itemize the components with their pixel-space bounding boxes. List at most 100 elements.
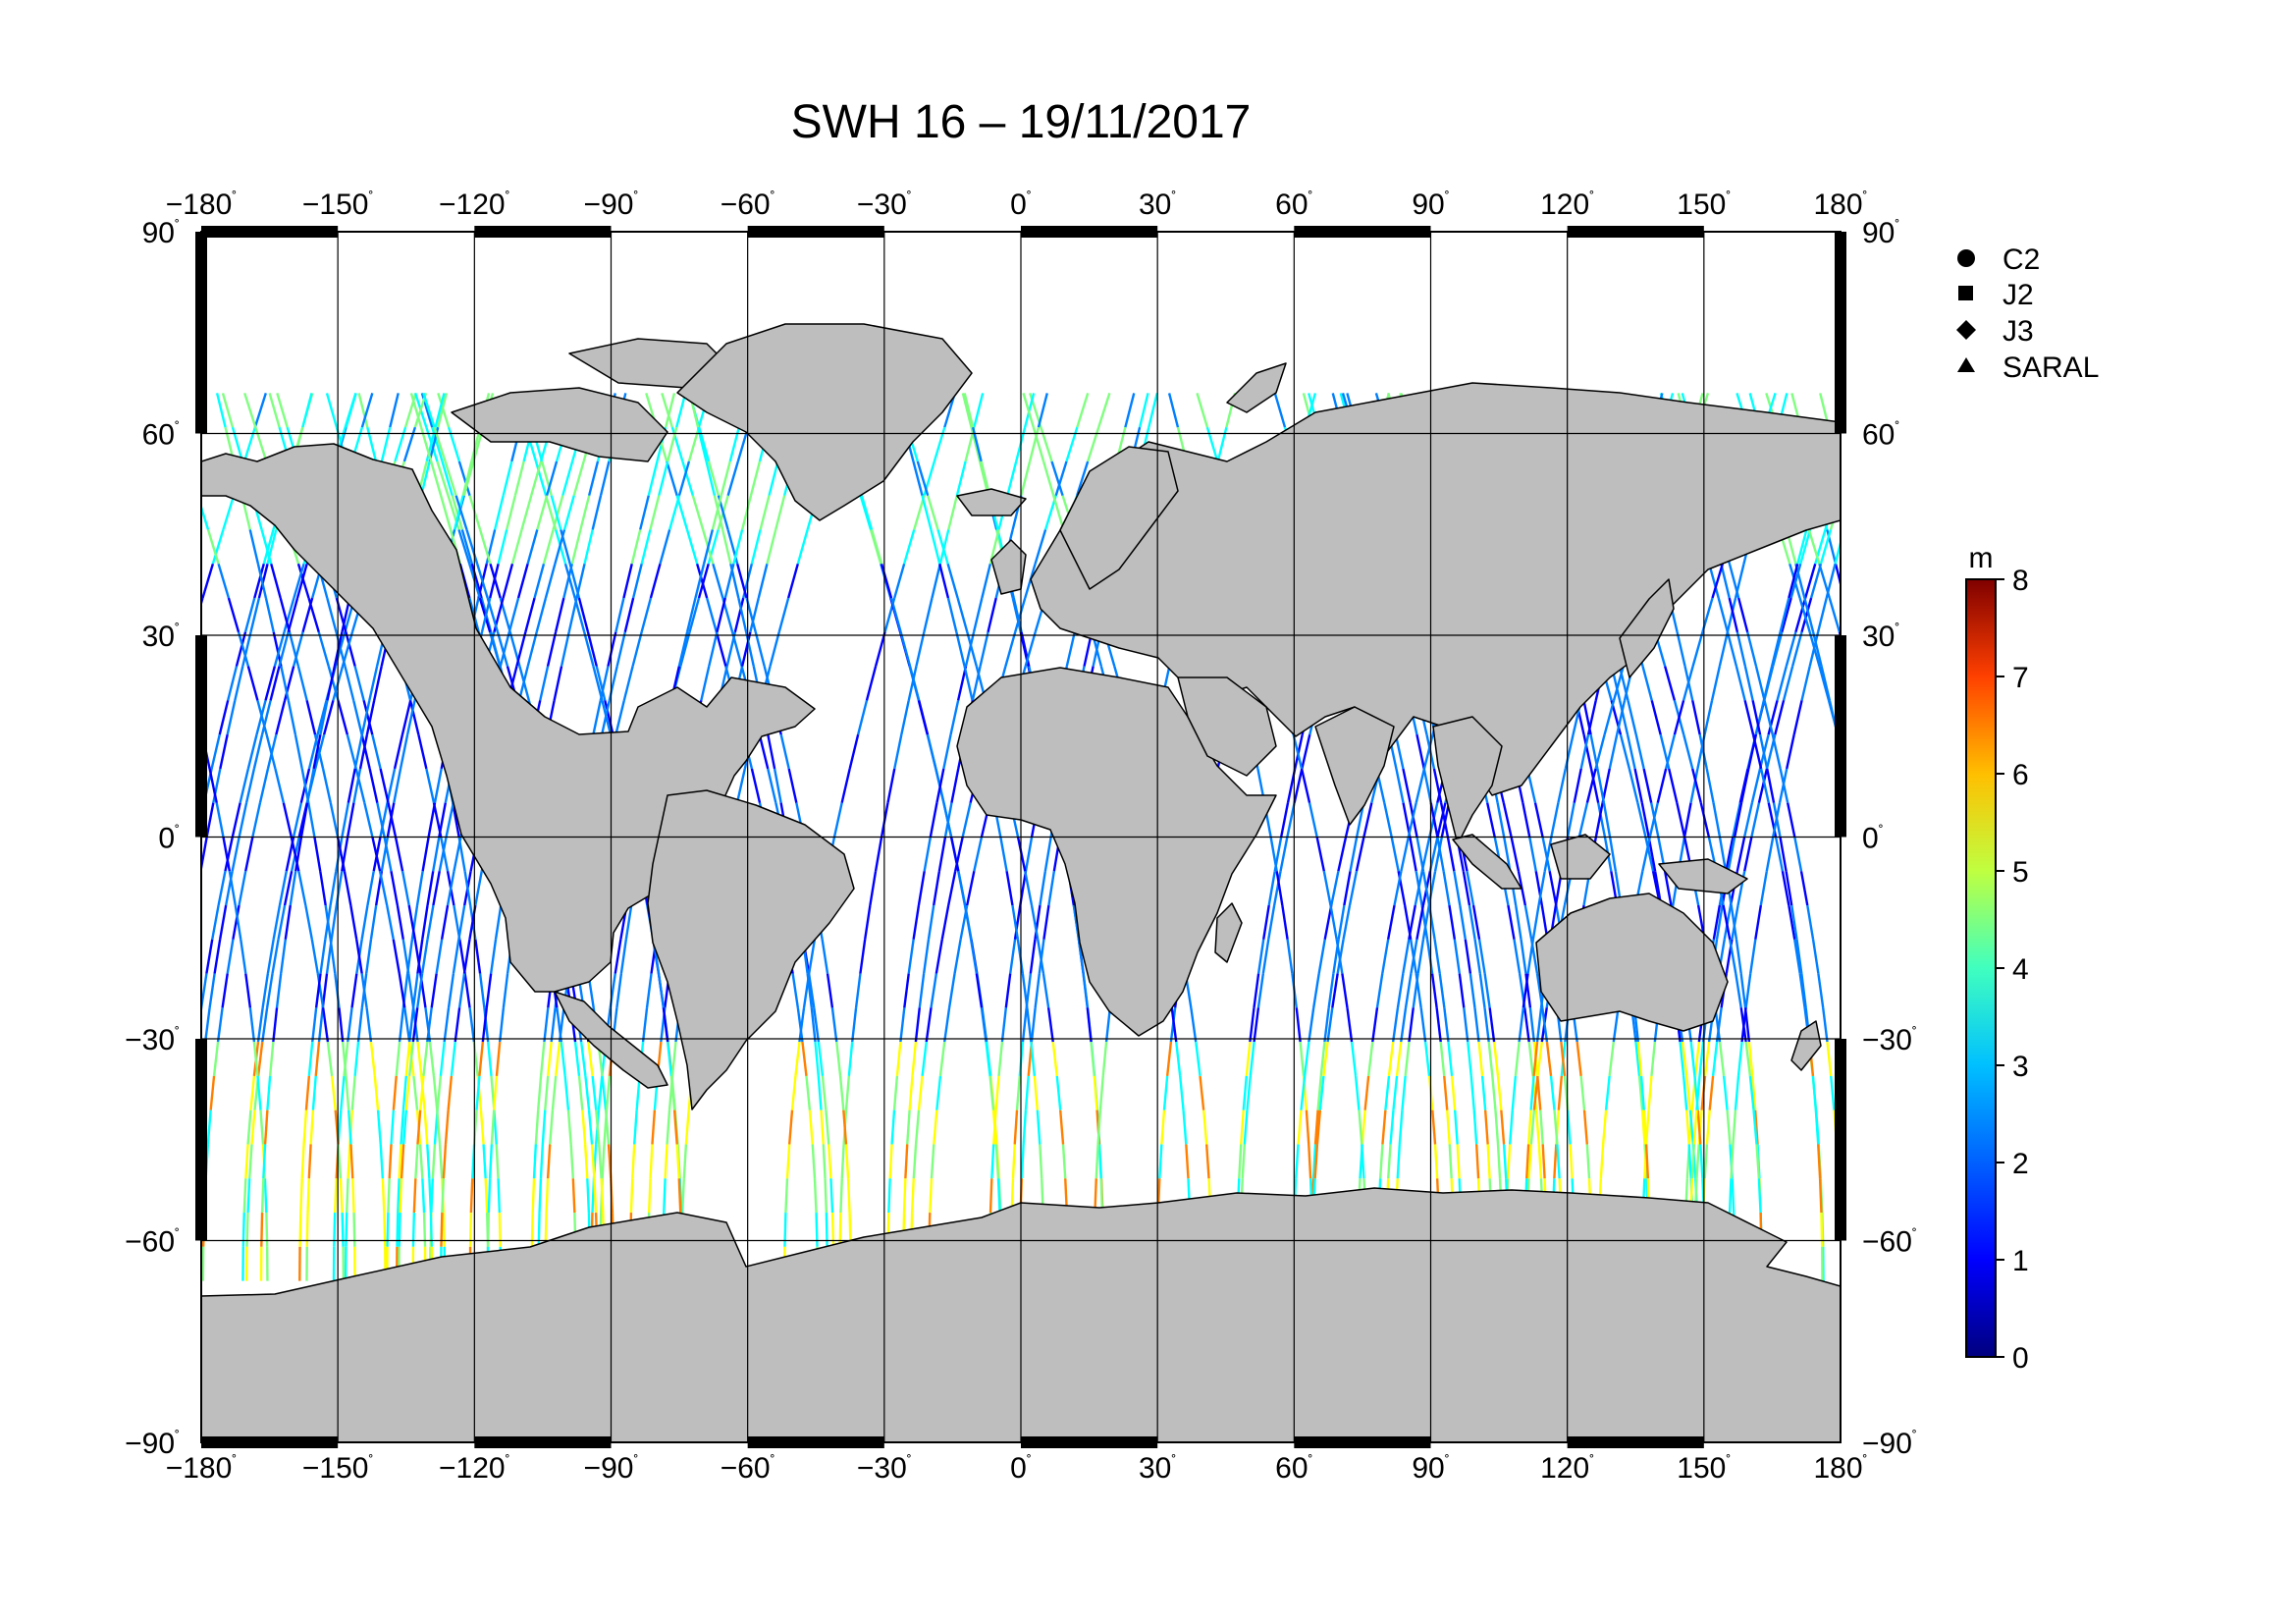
track-segment bbox=[400, 700, 412, 735]
track-segment bbox=[1923, 393, 1933, 427]
track-segment bbox=[66, 700, 73, 734]
track-segment bbox=[922, 939, 931, 974]
track-segment bbox=[99, 667, 109, 701]
track-segment bbox=[546, 1144, 552, 1179]
land-canadian-arctic bbox=[451, 387, 668, 462]
track-segment bbox=[622, 666, 634, 701]
track-segment bbox=[1429, 802, 1439, 838]
track-segment bbox=[1532, 1075, 1539, 1110]
track-segment bbox=[846, 1178, 851, 1214]
track-segment bbox=[640, 529, 652, 565]
track-segment bbox=[244, 768, 256, 803]
track-segment bbox=[0, 769, 5, 803]
track-segment bbox=[2024, 905, 2031, 940]
track-segment bbox=[1819, 529, 1833, 565]
track-segment bbox=[386, 768, 397, 803]
track-segment bbox=[931, 564, 941, 599]
track-segment bbox=[533, 563, 546, 599]
track-segment bbox=[614, 939, 622, 974]
track-segment bbox=[1515, 904, 1522, 941]
track-segment bbox=[534, 460, 548, 497]
track-segment bbox=[346, 802, 355, 838]
track-segment bbox=[1086, 1007, 1093, 1043]
track-segment bbox=[2045, 1110, 2047, 1145]
track-segment bbox=[1300, 768, 1311, 803]
track-segment bbox=[624, 904, 633, 941]
track-segment bbox=[926, 733, 937, 770]
track-segment bbox=[398, 1144, 402, 1179]
track-segment bbox=[312, 733, 322, 770]
track-segment bbox=[219, 733, 229, 770]
track-segment bbox=[10, 769, 18, 803]
track-segment bbox=[1582, 733, 1593, 770]
track-segment bbox=[168, 974, 173, 1008]
track-segment bbox=[1699, 1144, 1704, 1179]
track-segment bbox=[682, 1144, 688, 1179]
track-segment bbox=[329, 939, 337, 974]
track-segment bbox=[938, 563, 950, 599]
track-segment bbox=[422, 1213, 427, 1247]
track-segment bbox=[1453, 939, 1462, 974]
track-segment bbox=[1400, 837, 1410, 872]
track-segment bbox=[966, 871, 976, 906]
track-segment bbox=[1618, 666, 1629, 701]
track-segment bbox=[947, 495, 959, 530]
track-segment bbox=[1308, 1144, 1312, 1179]
track-segment bbox=[1946, 598, 1955, 632]
track-segment bbox=[260, 1178, 265, 1214]
track-segment bbox=[468, 1213, 473, 1247]
track-segment bbox=[304, 1075, 311, 1110]
track-segment bbox=[2037, 838, 2044, 872]
track-segment bbox=[447, 1075, 454, 1110]
track-segment bbox=[452, 802, 460, 838]
track-segment bbox=[1273, 393, 1287, 428]
track-segment bbox=[1537, 1144, 1543, 1179]
track-segment bbox=[2007, 1110, 2010, 1145]
track-segment bbox=[453, 495, 464, 530]
track-segment bbox=[129, 564, 138, 598]
track-segment bbox=[329, 802, 340, 838]
track-segment bbox=[497, 1178, 502, 1214]
track-segment bbox=[246, 1109, 252, 1145]
track-segment bbox=[1788, 904, 1796, 941]
track-segment bbox=[1253, 973, 1260, 1008]
track-segment bbox=[356, 1007, 364, 1043]
track-segment bbox=[1725, 837, 1735, 872]
track-segment bbox=[442, 1144, 448, 1179]
track-segment bbox=[1935, 700, 1942, 734]
track-segment bbox=[1699, 802, 1711, 838]
track-segment bbox=[1384, 1075, 1391, 1110]
track-segment bbox=[2056, 1144, 2058, 1178]
track-segment bbox=[1663, 871, 1673, 906]
track-segment bbox=[2075, 1110, 2078, 1145]
track-segment bbox=[1698, 1042, 1705, 1077]
colorbar-gradient bbox=[1965, 578, 1997, 1358]
track-segment bbox=[1951, 769, 1959, 803]
track-segment bbox=[2005, 700, 2013, 734]
x-tick-label: 120˚ bbox=[1540, 189, 1594, 221]
frame-bar-right bbox=[1835, 635, 1846, 838]
track-segment bbox=[436, 1075, 443, 1110]
track-segment bbox=[1586, 700, 1597, 735]
track-segment bbox=[482, 1144, 487, 1179]
track-segment bbox=[1781, 871, 1790, 906]
track-segment bbox=[273, 631, 286, 667]
track-segment bbox=[1870, 871, 1877, 905]
track-segment bbox=[997, 1042, 1004, 1077]
track-segment bbox=[15, 1213, 16, 1247]
track-segment bbox=[1410, 939, 1418, 974]
track-segment bbox=[400, 1144, 405, 1179]
track-segment bbox=[2070, 1042, 2074, 1076]
track-segment bbox=[344, 393, 357, 428]
track-segment bbox=[283, 871, 294, 906]
track-segment bbox=[1467, 1042, 1472, 1077]
track-segment bbox=[987, 597, 997, 633]
track-segment bbox=[185, 1144, 187, 1178]
track-segment bbox=[279, 597, 292, 633]
track-segment bbox=[1633, 768, 1643, 803]
track-segment bbox=[1796, 529, 1808, 565]
track-segment bbox=[1642, 768, 1653, 803]
track-segment bbox=[451, 495, 464, 530]
track-segment bbox=[640, 597, 653, 633]
colorbar-tick-label: 8 bbox=[2012, 565, 2029, 597]
